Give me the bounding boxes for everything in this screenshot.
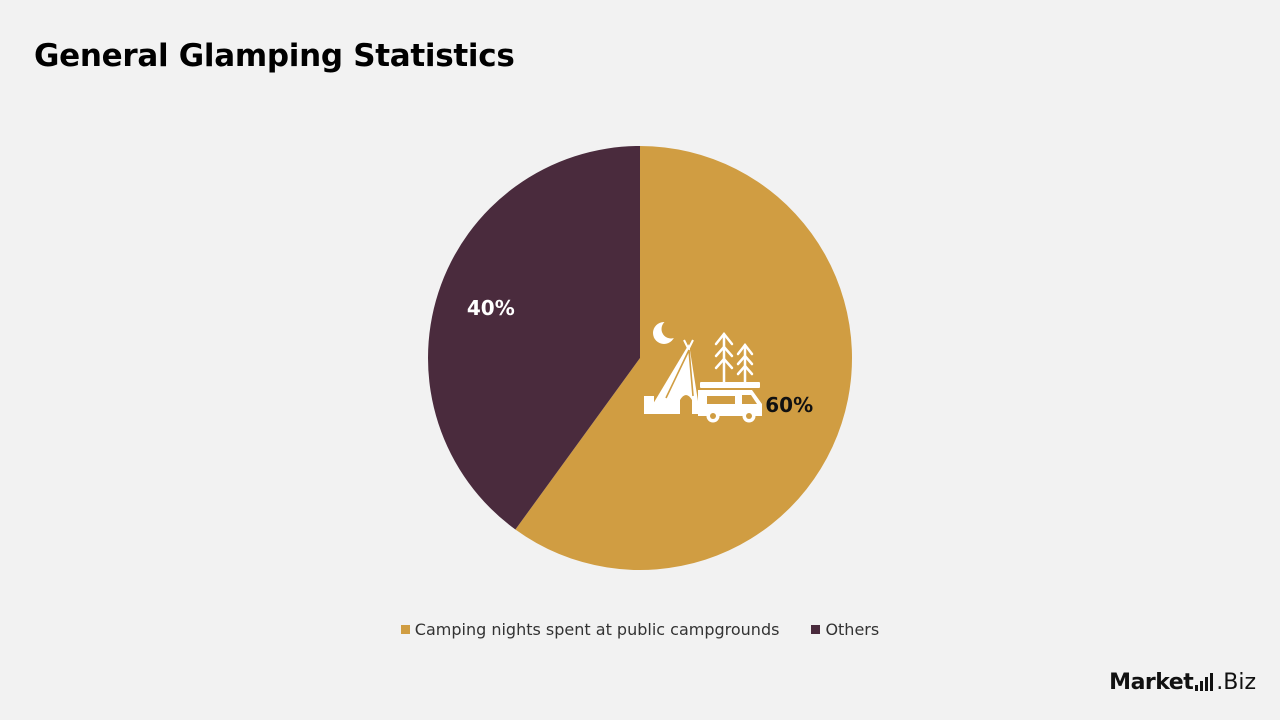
legend: Camping nights spent at public campgroun… [0, 620, 1280, 639]
pie-slice-others [428, 146, 640, 530]
logo-suffix: .Biz [1216, 670, 1256, 695]
legend-label-campgrounds: Camping nights spent at public campgroun… [414, 620, 780, 639]
camping-icon [644, 319, 762, 423]
trees-icon [714, 331, 754, 386]
legend-item-others: Others [811, 620, 879, 639]
legend-swatch-campgrounds [400, 625, 410, 634]
chart-title: General Glamping Statistics [34, 38, 515, 74]
brand-logo: Market .Biz [1109, 670, 1256, 695]
legend-item-campgrounds: Camping nights spent at public campgroun… [400, 620, 780, 639]
legend-label-others: Others [825, 620, 880, 639]
legend-swatch-others [811, 625, 821, 634]
slice-label-others: 40% [467, 296, 515, 320]
logo-text: Market [1109, 670, 1194, 695]
logo-bars-icon [1195, 673, 1215, 691]
camper-van-icon [698, 382, 762, 423]
slice-label-campgrounds: 60% [765, 393, 813, 417]
